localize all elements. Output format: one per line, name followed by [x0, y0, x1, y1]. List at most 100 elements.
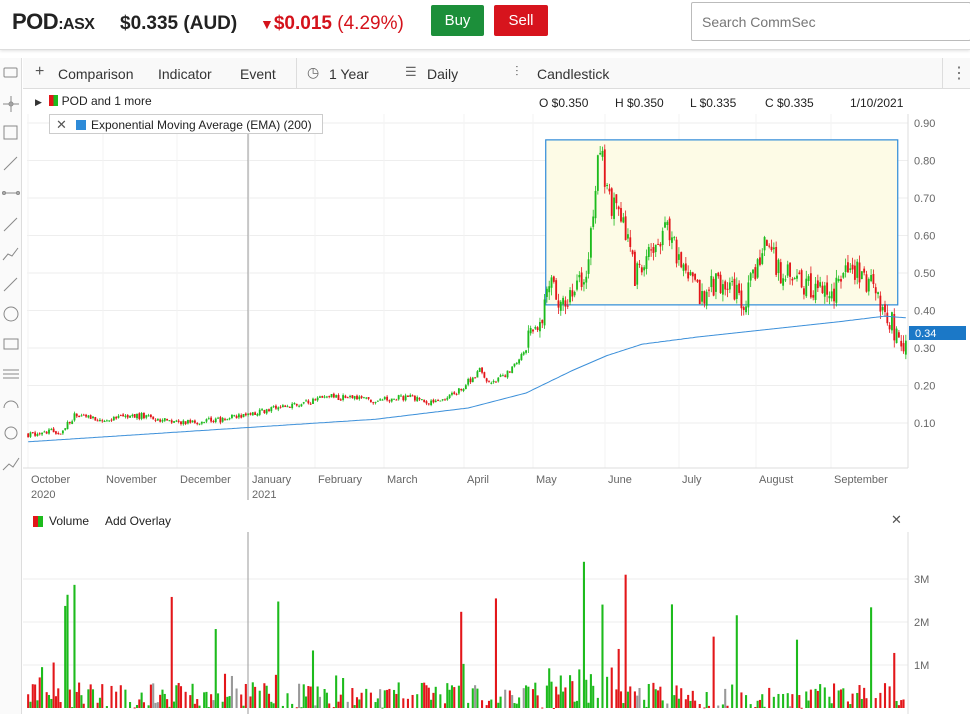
indicator-button[interactable]: Indicator: [158, 66, 212, 82]
candle-body: [402, 396, 405, 401]
fibonacci-tool-icon[interactable]: [3, 369, 19, 379]
chart-type-button[interactable]: Candlestick: [537, 66, 610, 82]
price-tick-label: 0.60: [914, 231, 935, 243]
volume-bar: [376, 698, 379, 708]
line-tool-icon[interactable]: [3, 156, 18, 171]
ema-line: [28, 315, 906, 443]
volume-bar: [622, 703, 625, 708]
series-legend[interactable]: ▶ POD and 1 more: [35, 94, 152, 108]
candle-body: [203, 422, 206, 424]
volume-bar: [291, 703, 294, 708]
volume-bar: [198, 705, 201, 708]
volume-bar: [235, 688, 238, 708]
volume-bar: [596, 697, 599, 708]
candle-body: [580, 272, 583, 287]
price-chart[interactable]: 0.90 0.80 0.70 0.60 0.50 0.40 0.30 0.20 0.10 0.34…: [23, 90, 970, 510]
candle-body: [149, 414, 152, 417]
spiral-tool-icon[interactable]: [4, 426, 18, 440]
series-label: POD and 1 more: [61, 94, 152, 108]
candle-body: [701, 291, 703, 302]
channel-tool-icon[interactable]: [2, 247, 19, 261]
comparison-button[interactable]: Comparison: [58, 66, 134, 82]
volume-bar: [383, 690, 386, 708]
collapse-panel-icon[interactable]: [3, 67, 18, 78]
candle-body: [210, 417, 213, 422]
volume-bar: [57, 688, 60, 708]
more-menu-icon[interactable]: ⋮: [951, 65, 967, 82]
drawing-tools: [2, 67, 20, 471]
volume-color-swatch: [33, 516, 43, 527]
candle-body: [624, 216, 627, 240]
volume-bar: [798, 695, 801, 708]
month-label: March: [387, 474, 418, 486]
arrow-tool-icon[interactable]: [3, 277, 18, 292]
volume-bar: [228, 696, 231, 708]
volume-bar: [842, 688, 845, 708]
candle-body: [325, 396, 328, 398]
close-icon[interactable]: ✕: [56, 117, 67, 132]
candle-body: [235, 415, 238, 419]
add-overlay-button[interactable]: Add Overlay: [105, 514, 172, 528]
candle-body: [833, 288, 835, 302]
volume-bar: [786, 693, 789, 708]
candle-body: [816, 280, 819, 289]
price-tick-label: 0.10: [914, 418, 935, 430]
volume-bar: [552, 707, 555, 709]
volume-bar: [888, 686, 891, 708]
close-icon[interactable]: ✕: [891, 512, 902, 527]
buy-button[interactable]: Buy: [431, 5, 484, 36]
volume-bar: [800, 707, 803, 709]
candle-body: [770, 246, 773, 250]
volume-bar: [687, 694, 690, 708]
candle-body: [643, 267, 646, 271]
ema-legend[interactable]: ✕ Exponential Moving Average (EMA) (200): [49, 114, 323, 134]
segment-tool-icon[interactable]: [2, 191, 20, 195]
candle-body: [583, 282, 585, 285]
volume-bar: [689, 700, 692, 708]
volume-bar: [666, 703, 669, 708]
volume-bar: [638, 687, 641, 708]
candle-body: [251, 412, 254, 416]
candle-body: [413, 395, 416, 401]
volume-bar: [439, 694, 442, 708]
volume-chart[interactable]: 3M 2M 1M: [23, 532, 970, 714]
volume-bar: [893, 652, 896, 708]
circle-tool-icon[interactable]: [3, 306, 19, 322]
candle-body: [187, 420, 189, 424]
candle-body: [888, 325, 891, 330]
interval-button[interactable]: Daily: [427, 66, 459, 82]
candle-body: [143, 412, 145, 419]
volume-bar: [311, 650, 315, 708]
ray-tool-icon[interactable]: [3, 217, 18, 232]
volume-bar: [745, 695, 748, 708]
candle-body: [457, 388, 460, 394]
pointer-icon[interactable]: [3, 96, 19, 112]
volume-bar: [772, 696, 775, 708]
volume-bar: [221, 701, 224, 708]
candle-body: [117, 415, 120, 418]
volume-bar: [522, 688, 525, 708]
candle-body: [124, 415, 127, 418]
chart-area[interactable]: 0.90 0.80 0.70 0.60 0.50 0.40 0.30 0.20 0.10 0.34…: [23, 90, 970, 714]
volume-bar: [434, 686, 437, 708]
volume-bar: [534, 682, 537, 708]
candle-body: [772, 247, 775, 250]
candle-body: [263, 409, 266, 414]
candle-body: [284, 405, 287, 408]
candle-body: [562, 297, 565, 305]
event-button[interactable]: Event: [240, 66, 276, 82]
sell-button[interactable]: Sell: [494, 5, 548, 36]
text-tool-icon[interactable]: [3, 125, 18, 140]
candle-body: [490, 382, 493, 384]
expand-arrow-icon[interactable]: ▶: [35, 97, 42, 107]
candle-body: [666, 221, 669, 226]
volume-bar: [342, 677, 345, 708]
rectangle-tool-icon[interactable]: [3, 338, 19, 350]
candle-body: [652, 247, 655, 253]
arc-tool-icon[interactable]: [3, 400, 19, 409]
search-input[interactable]: Search CommSec: [691, 2, 970, 41]
period-button[interactable]: 1 Year: [329, 66, 369, 82]
measure-tool-icon[interactable]: [2, 457, 20, 471]
volume-bar: [226, 696, 229, 708]
candle-body: [754, 267, 757, 280]
